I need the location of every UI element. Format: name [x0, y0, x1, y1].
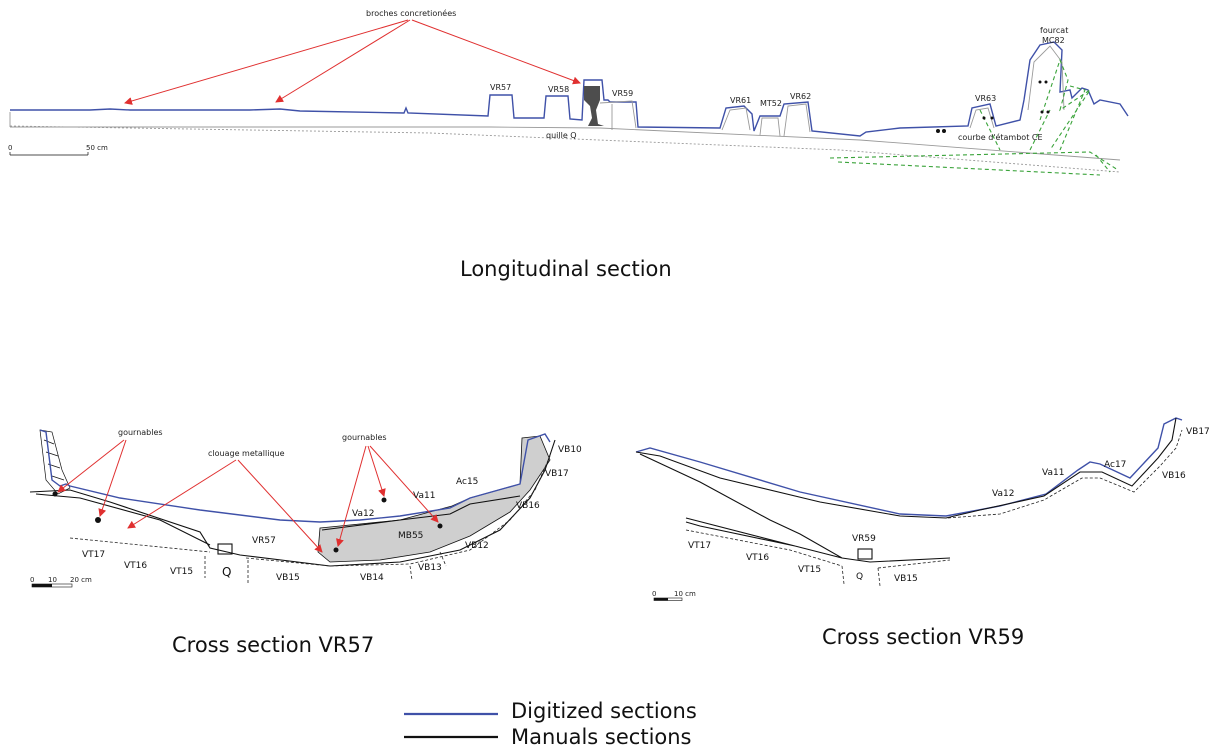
vr57-scale-bar: 0 10 20 cm	[30, 576, 92, 588]
arrow-broches-2	[275, 19, 411, 103]
vr57-label-va11: Va11	[413, 491, 435, 501]
vr59-label-vt17: VT17	[688, 541, 711, 551]
vr59-scale-bar: 0 10 cm	[652, 590, 696, 601]
vr59-label-vr59: VR59	[852, 534, 876, 544]
vr57-scale-twenty: 20 cm	[70, 576, 92, 584]
label-fourcat: fourcat	[1040, 26, 1068, 35]
courbe-etambot-green	[829, 58, 1119, 176]
keel-reference-line	[9, 125, 1121, 173]
baseline	[9, 112, 1121, 161]
caption-vr57: Cross section VR57	[172, 633, 374, 657]
vr57-label-ac15: Ac15	[456, 477, 478, 487]
label-courbe-etambot: courbe d'étambot CE	[958, 132, 1043, 142]
arrow-gournables-right-1	[336, 445, 367, 547]
legend: Digitized sections Manuals sections	[404, 699, 697, 748]
vr59-scale-ten: 10 cm	[674, 590, 696, 598]
cross-section-vr57: gournables clouage metallique gournables…	[29, 428, 582, 657]
arrow-broches-3	[411, 19, 581, 85]
vr59-label-vb16: VB16	[1162, 471, 1186, 481]
label-vr63-long: VR63	[975, 94, 996, 103]
vr59-label-vt15: VT15	[798, 565, 821, 575]
concretion-block	[584, 86, 604, 126]
vr57-label-vb16: VB16	[516, 501, 540, 511]
caption-vr59: Cross section VR59	[822, 625, 1024, 649]
label-vr59-long: VR59	[612, 89, 633, 98]
label-vr61-long: VR61	[730, 96, 751, 105]
vr59-dashed-outline	[685, 429, 1183, 587]
vr57-keel-block	[217, 543, 233, 555]
vr59-manual-lower	[639, 453, 951, 563]
legend-digitized-label: Digitized sections	[511, 699, 697, 723]
vr59-manual-profile	[635, 417, 1177, 519]
arrow-gournables-right-2	[367, 445, 386, 497]
vr57-label-vb14: VB14	[360, 573, 384, 583]
caption-longitudinal: Longitudinal section	[460, 257, 672, 281]
vr57-manual-inner	[35, 493, 521, 546]
arrow-clouage-1	[127, 459, 237, 529]
longitudinal-section: VR57 VR58 VR59 VR61 MT52 VR62 VR63 quill…	[8, 8, 1129, 281]
vr57-label-vb12: VB12	[465, 541, 489, 551]
vr57-label-vr57: VR57	[252, 536, 276, 546]
vr57-label-vt15: VT15	[170, 567, 193, 577]
vr57-label-mb55: MB55	[398, 531, 423, 541]
vr59-keel-block	[857, 548, 873, 560]
annotation-gournables-right: gournables	[342, 433, 387, 442]
vr57-gournable-dots	[52, 491, 443, 553]
arrow-gournables-left-1	[57, 439, 125, 493]
vr59-label-va11: Va11	[1042, 468, 1064, 478]
longitudinal-digitized-profile	[10, 41, 1129, 137]
longitudinal-manual-frames	[599, 45, 1065, 137]
legend-manual-label: Manuals sections	[511, 725, 692, 748]
vr59-scale-zero: 0	[652, 590, 656, 598]
arrow-broches-1	[124, 19, 409, 105]
longitudinal-scale-bar: 0 50 cm	[8, 144, 108, 156]
label-vr58-long: VR58	[548, 85, 569, 94]
vr57-scale-ten: 10	[48, 576, 57, 584]
label-vr57-long: VR57	[490, 83, 511, 92]
vr57-label-vb15: VB15	[276, 573, 300, 583]
vr57-dashed-outer	[69, 455, 551, 585]
vr59-label-vb15: VB15	[894, 574, 918, 584]
vr59-digitized-profile	[635, 417, 1183, 517]
cross-section-vr59: VT17 VT16 VT15 Q VR59 VB15 Va12 Va11 Ac1…	[635, 417, 1210, 649]
annotation-gournables-left: gournables	[118, 428, 163, 437]
vr57-label-vt16: VT16	[124, 561, 147, 571]
scale-zero-long: 0	[8, 144, 12, 152]
concretion-dots	[936, 80, 1050, 133]
label-mt52-long: MT52	[760, 99, 782, 108]
arrow-gournables-right-3	[369, 445, 439, 523]
vr57-hatch-left	[43, 439, 65, 481]
vr57-label-vb13: VB13	[418, 563, 442, 573]
vr59-label-q: Q	[856, 572, 863, 582]
vr57-left-upper	[39, 429, 71, 495]
vr57-label-q: Q	[222, 565, 231, 579]
vr59-label-vb17: VB17	[1186, 427, 1210, 437]
scale-label-long: 50 cm	[86, 144, 108, 152]
annotation-clouage: clouage metallique	[208, 449, 285, 458]
arrow-gournables-left-2	[98, 439, 127, 517]
arrow-clouage-2	[237, 459, 323, 553]
label-vr62-long: VR62	[790, 92, 811, 101]
vr57-label-vt17: VT17	[82, 550, 105, 560]
vr57-manual-outer	[29, 439, 556, 567]
vr59-label-va12: Va12	[992, 489, 1014, 499]
vr57-label-vb10: VB10	[558, 445, 582, 455]
label-fourcat-id: MC82	[1042, 36, 1065, 45]
annotation-broches: broches concretionées	[366, 8, 456, 18]
vr59-label-ac17: Ac17	[1104, 460, 1126, 470]
vr59-label-vt16: VT16	[746, 553, 769, 563]
vr57-label-vb17: VB17	[545, 469, 569, 479]
vr57-label-va12: Va12	[352, 509, 374, 519]
vr57-scale-zero: 0	[30, 576, 34, 584]
label-quille: quille Q	[546, 131, 577, 140]
